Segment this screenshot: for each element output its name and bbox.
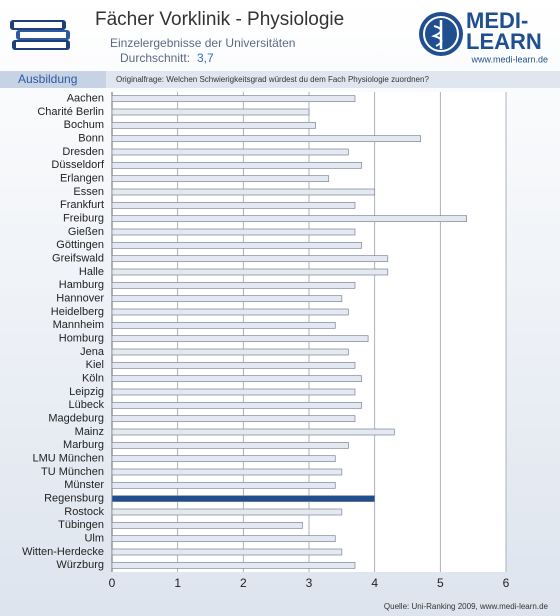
- section-bar: [0, 71, 560, 88]
- y-tick-label: TU München: [41, 466, 104, 478]
- section-label: Ausbildung: [18, 72, 77, 86]
- logo-url: www.medi-learn.de: [470, 54, 548, 64]
- average-label: Durchschnitt:: [120, 51, 190, 65]
- y-tick-label: Aachen: [67, 93, 104, 105]
- bar: [111, 348, 349, 356]
- y-tick-label: Gießen: [68, 226, 104, 238]
- y-tick-label: Homburg: [59, 333, 104, 345]
- y-tick-label: Rostock: [64, 506, 104, 518]
- bar: [111, 188, 376, 196]
- bar: [111, 228, 356, 236]
- x-tick-label: 5: [437, 576, 444, 590]
- bar: [111, 561, 356, 569]
- y-tick-label: Halle: [79, 266, 104, 278]
- bar: [111, 335, 369, 343]
- bar: [111, 401, 362, 409]
- subtitle: Einzelergebnisse der Universitäten: [110, 36, 295, 50]
- y-tick-label: Tübingen: [58, 519, 104, 531]
- section-tab: [0, 71, 106, 88]
- title: Fächer Vorklinik - Physiologie: [95, 9, 344, 30]
- bar: [111, 455, 336, 463]
- bar: [111, 308, 349, 316]
- y-tick-label: Hamburg: [59, 279, 104, 291]
- bar: [111, 281, 356, 289]
- bar: [111, 255, 389, 263]
- y-tick-label: Charité Berlin: [37, 106, 104, 118]
- y-tick-label: Köln: [82, 373, 104, 385]
- y-tick-label: Ulm: [84, 533, 104, 545]
- y-tick-label: Kiel: [86, 359, 104, 371]
- bar: [111, 548, 343, 556]
- logo: [419, 12, 463, 56]
- y-tick-label: Würzburg: [56, 559, 104, 571]
- books-icon: [10, 20, 70, 50]
- y-tick-label: Bochum: [64, 119, 104, 131]
- y-tick-label: Regensburg: [44, 493, 104, 505]
- y-tick-label: Frankfurt: [60, 199, 104, 211]
- bar: [111, 295, 343, 303]
- y-tick-label: Dresden: [62, 146, 104, 158]
- x-tick-label: 3: [306, 576, 313, 590]
- y-tick-label: Jena: [80, 346, 105, 358]
- logo-text: LEARN: [466, 29, 542, 54]
- x-tick-label: 1: [174, 576, 181, 590]
- bar: [111, 268, 389, 276]
- y-tick-label: Bonn: [78, 133, 104, 145]
- y-tick-label: Mainz: [75, 426, 104, 438]
- x-tick-label: 0: [109, 576, 116, 590]
- bar: [111, 428, 395, 436]
- y-tick-label: Freiburg: [63, 213, 104, 225]
- y-tick-label: Heidelberg: [51, 306, 104, 318]
- logo-text: MEDI-: [466, 8, 528, 33]
- bar: [111, 441, 349, 449]
- y-tick-label: Leipzig: [69, 386, 104, 398]
- bar: [111, 175, 330, 183]
- y-tick-label: Mannheim: [53, 319, 104, 331]
- bar: [111, 95, 356, 103]
- y-tick-label: Essen: [73, 186, 104, 198]
- y-tick-label: Düsseldorf: [51, 159, 105, 171]
- y-tick-label: Münster: [64, 479, 104, 491]
- y-tick-label: Lübeck: [69, 399, 105, 411]
- bar: [111, 481, 336, 489]
- bar: [111, 215, 467, 223]
- bar: [111, 535, 336, 543]
- bar: [111, 148, 349, 156]
- y-tick-label: LMU München: [32, 453, 104, 465]
- y-tick-label: Magdeburg: [48, 413, 104, 425]
- y-tick-label: Greifswald: [52, 253, 104, 265]
- source: Quelle: Uni-Ranking 2009, www.medi-learn…: [384, 602, 549, 611]
- y-tick-label: Göttingen: [56, 239, 104, 251]
- bar: [111, 361, 356, 369]
- bar: [111, 135, 421, 143]
- bar: [111, 241, 362, 249]
- bar: [111, 415, 356, 423]
- y-tick-label: Marburg: [63, 439, 104, 451]
- bar: [111, 201, 356, 209]
- bar: [111, 121, 316, 129]
- question: Originalfrage: Welchen Schwierigkeitsgra…: [116, 75, 429, 84]
- bar: [111, 508, 343, 516]
- y-tick-label: Erlangen: [60, 173, 104, 185]
- bar: [111, 468, 343, 476]
- y-tick-label: Witten-Herdecke: [22, 546, 104, 558]
- x-tick-label: 2: [240, 576, 247, 590]
- y-tick-label: Hannover: [56, 293, 104, 305]
- bar: [111, 161, 362, 169]
- bar: [111, 321, 336, 329]
- bar: [111, 375, 362, 383]
- x-tick-label: 6: [503, 576, 510, 590]
- bar: [111, 388, 356, 396]
- bar: [111, 108, 310, 116]
- bar: [111, 521, 303, 529]
- x-tick-label: 4: [371, 576, 378, 590]
- average-value: 3,7: [197, 51, 214, 65]
- bar: [111, 495, 376, 503]
